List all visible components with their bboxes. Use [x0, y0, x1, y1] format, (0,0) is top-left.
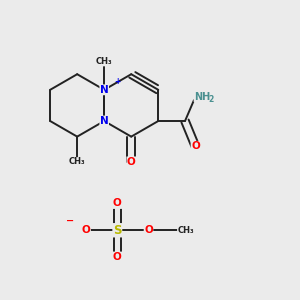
Text: O: O	[191, 141, 200, 151]
Text: O: O	[113, 252, 122, 262]
Text: O: O	[127, 157, 136, 167]
Text: 2: 2	[208, 95, 214, 104]
Text: +: +	[115, 77, 121, 86]
Text: N: N	[100, 85, 109, 95]
Text: O: O	[82, 225, 91, 235]
Text: N: N	[100, 116, 109, 126]
Text: NH: NH	[194, 92, 210, 102]
Text: CH₃: CH₃	[177, 226, 194, 235]
Text: −: −	[66, 216, 74, 226]
Text: S: S	[113, 224, 122, 237]
Text: O: O	[144, 225, 153, 235]
Text: CH₃: CH₃	[69, 158, 85, 166]
Text: O: O	[113, 199, 122, 208]
Text: CH₃: CH₃	[96, 57, 112, 66]
